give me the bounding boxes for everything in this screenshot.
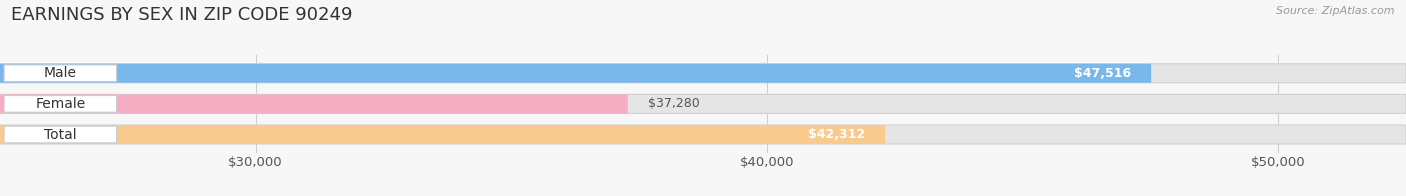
FancyBboxPatch shape xyxy=(4,95,117,112)
Text: Source: ZipAtlas.com: Source: ZipAtlas.com xyxy=(1277,6,1395,16)
Text: Male: Male xyxy=(44,66,77,80)
FancyBboxPatch shape xyxy=(0,64,1152,83)
Text: EARNINGS BY SEX IN ZIP CODE 90249: EARNINGS BY SEX IN ZIP CODE 90249 xyxy=(11,6,353,24)
Text: $47,516: $47,516 xyxy=(1074,67,1130,80)
FancyBboxPatch shape xyxy=(0,64,1406,83)
Text: $42,312: $42,312 xyxy=(807,128,865,141)
FancyBboxPatch shape xyxy=(4,65,117,82)
Text: Female: Female xyxy=(35,97,86,111)
FancyBboxPatch shape xyxy=(0,94,1406,113)
FancyBboxPatch shape xyxy=(0,94,628,113)
FancyBboxPatch shape xyxy=(4,126,117,143)
FancyBboxPatch shape xyxy=(0,125,1406,144)
FancyBboxPatch shape xyxy=(0,125,886,144)
Text: Total: Total xyxy=(44,128,77,142)
Text: $37,280: $37,280 xyxy=(648,97,700,110)
